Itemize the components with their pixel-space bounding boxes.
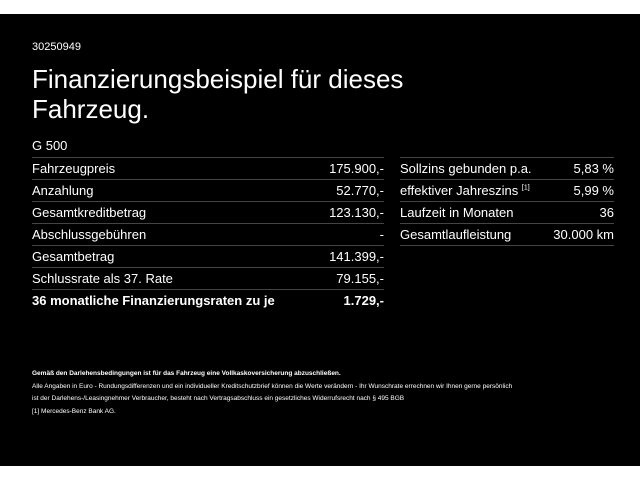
table-row: 36 monatliche Finanzierungsraten zu je 1.… [32,290,384,311]
panel: 30250949 Finanzierungsbeispiel für diese… [0,14,640,466]
table-row: Sollzins gebunden p.a. 5,83 % [400,158,614,180]
note-marker: [1] [521,184,530,192]
row-label: Anzahlung [32,183,94,198]
row-value: 30.000 km [553,227,614,242]
row-label: Schlussrate als 37. Rate [32,271,173,286]
row-value: 175.900,- [329,161,384,176]
row-label: Abschlussgebühren [32,227,147,242]
footer-line: ist der Darlehens-/Leasingnehmer Verbrau… [32,395,405,402]
row-value: 52.770,- [336,183,384,198]
row-label: Gesamtlaufleistung [400,227,512,242]
title: Finanzierungsbeispiel für dieses Fahrzeu… [32,64,404,124]
left-table: Fahrzeugpreis 175.900,- Anzahlung 52.770,- G… [32,157,384,311]
table-row: Gesamtkreditbetrag 123.130,- [32,202,384,224]
row-value: 1.729,- [343,293,384,308]
table-row: Laufzeit in Monaten 36 [400,202,614,224]
footnote-text: Mercedes-Benz Bank AG. [41,407,116,415]
footnote: [1] Mercedes-Benz Bank AG. [32,406,512,419]
row-value: 79.155,- [336,271,384,286]
table-row: Schlussrate als 37. Rate 79.155,- [32,268,384,290]
row-value: 5,99 % [573,183,614,198]
footer: Gemäß den Darlehensbedingungen ist für d… [32,368,512,418]
row-label: Gesamtbetrag [32,249,115,264]
notice: Gemäß den Darlehensbedingungen ist für d… [32,370,341,377]
table-row: Abschlussgebühren - [32,224,384,246]
row-label: Gesamtkreditbetrag [32,205,147,220]
row-label: effektiver Jahreszins [1] [400,183,530,198]
table-row: Gesamtbetrag 141.399,- [32,246,384,268]
row-value: - [379,227,384,242]
row-label: Fahrzeugpreis [32,161,116,176]
footer-line: Alle Angaben in Euro - Rundungsdifferenz… [32,382,513,390]
table-row: effektiver Jahreszins [1] 5,99 % [400,180,614,202]
row-value: 123.130,- [329,205,384,220]
row-label: Laufzeit in Monaten [400,205,514,220]
row-label: 36 monatliche Finanzierungsraten zu je [32,293,275,308]
table-row: Anzahlung 52.770,- [32,180,384,202]
footnote-marker: [1] [32,407,40,415]
vehicle-id: 30250949 [32,41,81,53]
row-value: 5,83 % [573,161,614,176]
model: G 500 [32,138,68,153]
row-value: 141.399,- [329,249,384,264]
table-row: Gesamtlaufleistung 30.000 km [400,224,614,246]
row-value: 36 [599,205,614,220]
table-row: Fahrzeugpreis 175.900,- [32,158,384,180]
row-label: Sollzins gebunden p.a. [400,161,532,176]
right-table: Sollzins gebunden p.a. 5,83 % effektiver J… [400,157,614,246]
